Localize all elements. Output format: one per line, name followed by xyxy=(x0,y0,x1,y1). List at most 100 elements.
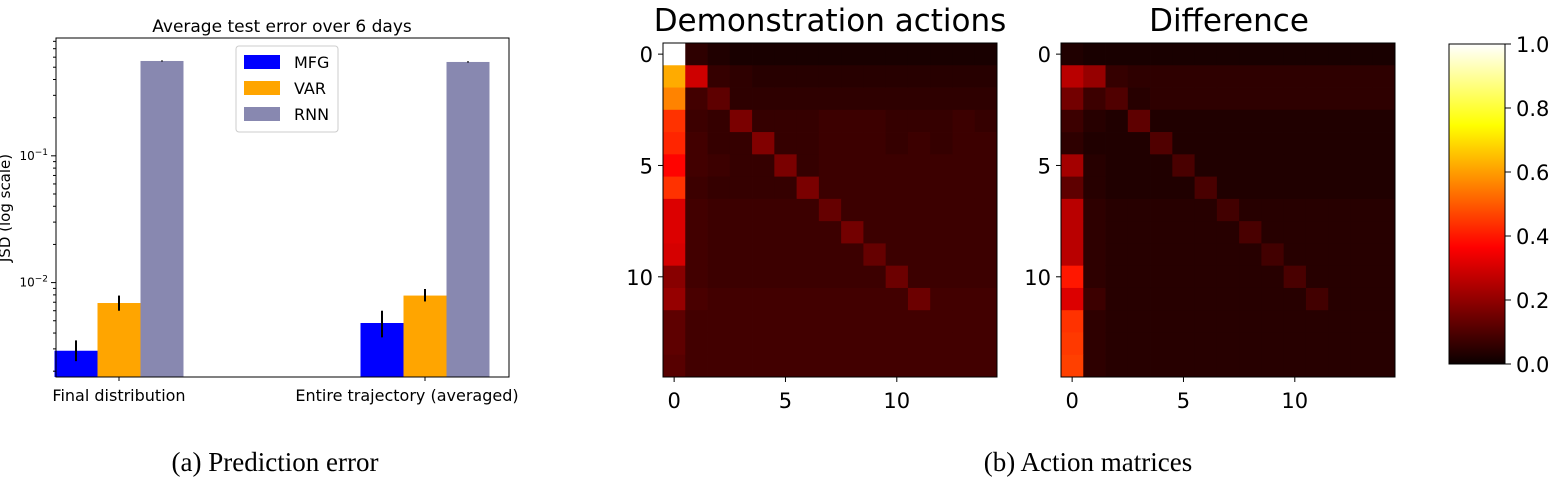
heatmap-cell xyxy=(907,176,931,200)
heatmap-cell xyxy=(707,109,731,133)
heatmap-cell xyxy=(1305,221,1329,244)
y-tick-label: 10−1 xyxy=(19,148,48,163)
heatmap-cell xyxy=(1350,265,1374,289)
heatmap-cell xyxy=(663,109,686,133)
heatmap-cell xyxy=(1061,132,1084,155)
heatmap-cell xyxy=(1372,132,1396,155)
heatmap-cell xyxy=(1328,354,1351,378)
colorbar-tick-label: 0.4 xyxy=(1516,225,1549,249)
heatmap-cell xyxy=(752,154,775,177)
heatmap-cell xyxy=(930,265,953,289)
heatmap-cell xyxy=(707,221,731,244)
heatmap-cell xyxy=(1216,354,1240,378)
heatmap-cell xyxy=(885,287,909,311)
heatmap-cell xyxy=(1350,287,1374,311)
heatmap-cell xyxy=(1305,132,1329,155)
heatmap-cell xyxy=(663,43,686,66)
heatmap-cell xyxy=(1061,87,1084,111)
heatmap-cell xyxy=(952,243,976,267)
heatmap-cell xyxy=(930,354,953,378)
heatmap-cell xyxy=(1283,332,1307,356)
heatmap-cell xyxy=(1194,265,1218,289)
heatmap-cell xyxy=(818,65,842,88)
heatmap-cell xyxy=(1150,198,1173,222)
heatmap-cell xyxy=(707,65,731,88)
heatmap-cell xyxy=(1150,132,1173,155)
heatmap-cell xyxy=(1150,65,1173,88)
heatmap-cell xyxy=(1127,198,1151,222)
heatmap-cell xyxy=(1150,176,1173,200)
heatmap-cell xyxy=(952,221,976,244)
heatmap-cell xyxy=(796,65,820,88)
y-tick-label: 0 xyxy=(640,43,653,67)
heatmap-cell xyxy=(1083,154,1106,177)
heatmap-cell xyxy=(952,154,976,177)
heatmap-cell xyxy=(663,221,686,244)
heatmap-cell xyxy=(1194,109,1218,133)
heatmap-cell xyxy=(1150,43,1173,66)
heatmap-cell xyxy=(663,265,686,289)
heatmap-cell xyxy=(1105,65,1129,88)
heatmap-cell xyxy=(952,265,976,289)
heatmap-cell xyxy=(1150,154,1173,177)
heatmap-cell xyxy=(863,87,887,111)
heatmap-cell xyxy=(752,310,775,333)
heatmap-cell xyxy=(863,332,887,356)
heatmap-cell xyxy=(729,265,753,289)
heatmap-cell xyxy=(1261,154,1285,177)
heatmap-cell xyxy=(1283,243,1307,267)
heatmap-cell xyxy=(774,198,797,222)
heatmap-cell xyxy=(1150,109,1173,133)
heatmap-cell xyxy=(1061,265,1084,289)
heatmap-cell xyxy=(863,132,887,155)
bar-chart: Average test error over 6 days 10−210−1 … xyxy=(0,17,519,405)
heatmap-cell xyxy=(1083,87,1106,111)
heatmap-cell xyxy=(1105,176,1129,200)
heatmap-cell xyxy=(1194,87,1218,111)
heatmap-cell xyxy=(707,287,731,311)
heatmap-cell xyxy=(1239,287,1262,311)
heatmap-cell xyxy=(1239,176,1262,200)
heatmap-cell xyxy=(1194,354,1218,378)
heatmap-cell xyxy=(818,221,842,244)
heatmap-cell xyxy=(1283,87,1307,111)
heatmap-cell xyxy=(1350,310,1374,333)
heatmap-cell xyxy=(1328,198,1351,222)
heatmap-cell xyxy=(752,198,775,222)
heatmap-cell xyxy=(930,287,953,311)
heatmap-cell xyxy=(885,176,909,200)
heatmap-cell xyxy=(818,43,842,66)
heatmap-cell xyxy=(841,154,864,177)
heatmap-demonstration-cells xyxy=(662,42,998,378)
heatmap-cell xyxy=(1216,221,1240,244)
x-tick-label: 0 xyxy=(667,389,680,413)
heatmap-cell xyxy=(1127,87,1151,111)
heatmap-cell xyxy=(752,221,775,244)
heatmap-cell xyxy=(863,243,887,267)
y-tick-label: 10−2 xyxy=(19,275,48,290)
heatmap-cell xyxy=(1283,221,1307,244)
heatmap-cell xyxy=(1150,243,1173,267)
heatmap-cell xyxy=(1105,109,1129,133)
heatmap-cell xyxy=(1239,221,1262,244)
bar-y-axis-label: JSD (log scale) xyxy=(0,154,14,263)
heatmap-cell xyxy=(952,132,976,155)
bar-rnn-1 xyxy=(446,61,490,377)
heatmap-cell xyxy=(1283,198,1307,222)
heatmap-cell xyxy=(685,109,708,133)
heatmap-cell xyxy=(1083,354,1106,378)
heatmap-cell xyxy=(974,43,998,66)
heatmap-cell xyxy=(729,87,753,111)
heatmap-cell xyxy=(907,87,931,111)
heatmap-cell xyxy=(1127,265,1151,289)
legend-swatch-rnn xyxy=(244,107,280,121)
heatmap-cell xyxy=(841,310,864,333)
heatmap-cell xyxy=(774,176,797,200)
heatmap-cell xyxy=(1372,287,1396,311)
heatmap-cell xyxy=(1350,154,1374,177)
heatmap-cell xyxy=(1083,221,1106,244)
heatmap-cell xyxy=(707,132,731,155)
heatmap-cell xyxy=(796,265,820,289)
heatmap-cell xyxy=(841,198,864,222)
heatmap-cell xyxy=(974,198,998,222)
